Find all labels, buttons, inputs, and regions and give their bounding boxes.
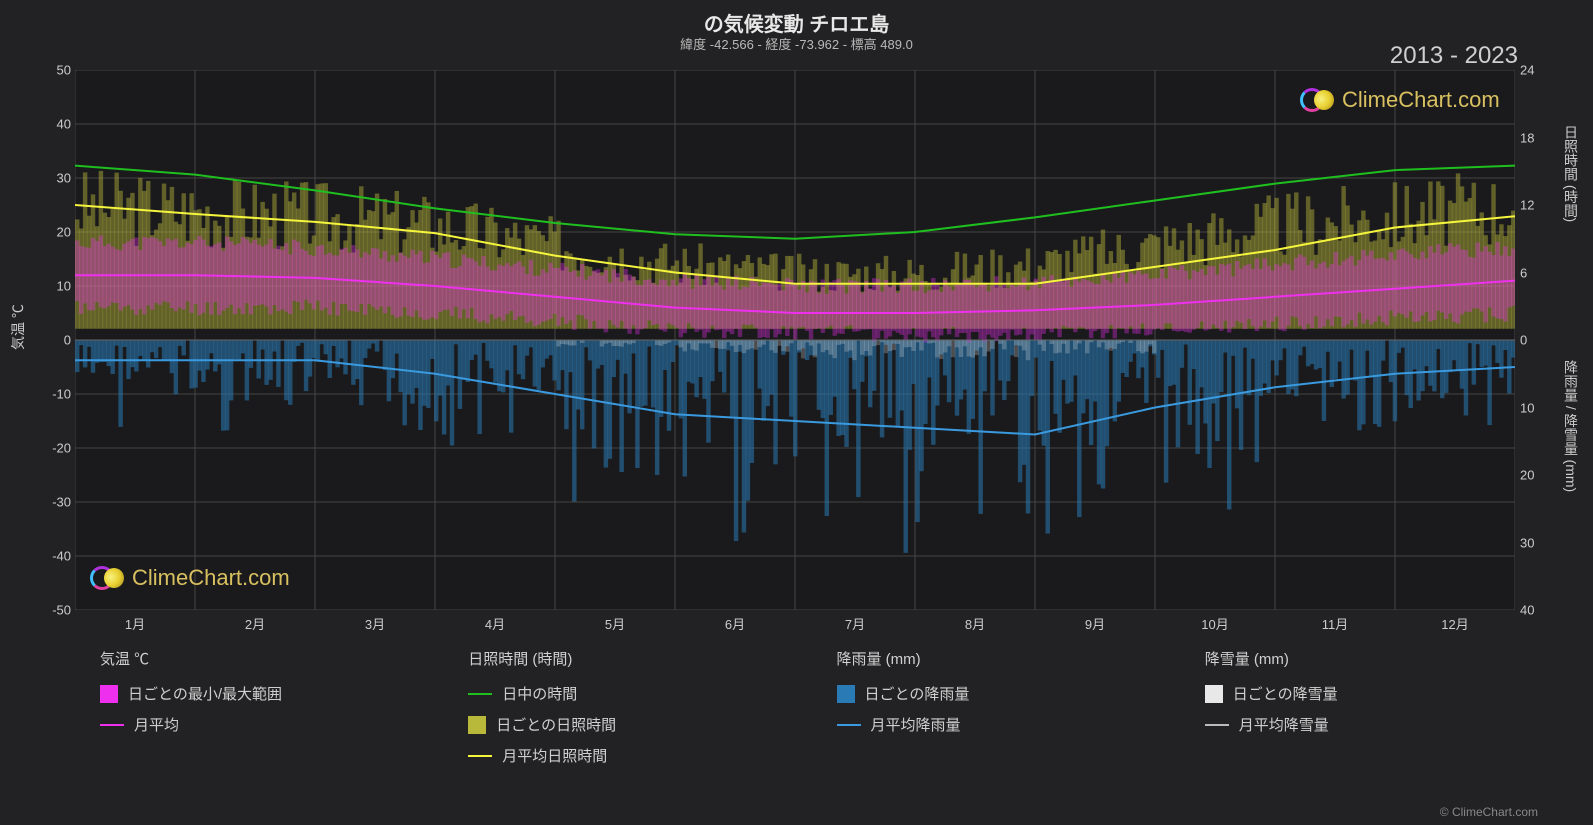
axis-tick: 11月 <box>1322 614 1349 633</box>
legend-item: 日ごとの日照時間 <box>468 714 796 735</box>
legend-label: 日中の時間 <box>502 683 577 704</box>
axis-tick: 7月 <box>845 614 865 633</box>
legend-label: 月平均降雨量 <box>871 714 961 735</box>
y-axis-precip-label: 降雨量 / 降雪量 (mm) <box>1561 360 1581 492</box>
axis-tick: 8月 <box>965 614 985 633</box>
legend-item: 月平均降雪量 <box>1205 714 1533 735</box>
copyright: © ClimeChart.com <box>1440 805 1538 819</box>
axis-tick: 18 <box>1520 130 1534 145</box>
axis-tick: 9月 <box>1085 614 1105 633</box>
axis-tick: 40 <box>1520 603 1534 618</box>
logo-top: ClimeChart.com <box>1300 82 1500 118</box>
y-axis-daylight-label: 日照時間 (時間) <box>1561 125 1581 222</box>
legend-group: 降雨量 (mm) 日ごとの降雨量月平均降雨量 <box>837 648 1165 766</box>
axis-tick: -50 <box>52 603 71 618</box>
legend-label: 日ごとの降雪量 <box>1233 683 1338 704</box>
climate-chart: の気候変動 チロエ島 緯度 -42.566 - 経度 -73.962 - 標高 … <box>0 0 1593 825</box>
axis-tick: 4月 <box>485 614 505 633</box>
logo-bottom: ClimeChart.com <box>90 560 290 596</box>
axis-tick: 10 <box>1520 400 1534 415</box>
axis-tick: 0 <box>64 333 71 348</box>
legend-group: 気温 ℃ 日ごとの最小/最大範囲月平均 <box>100 648 428 766</box>
legend-label: 日ごとの最小/最大範囲 <box>128 683 282 704</box>
logo-icon <box>1300 82 1336 118</box>
legend-label: 日ごとの日照時間 <box>496 714 616 735</box>
legend-swatch <box>1205 685 1223 703</box>
legend: 気温 ℃ 日ごとの最小/最大範囲月平均 日照時間 (時間) 日中の時間日ごとの日照時間… <box>100 648 1533 766</box>
legend-item: 月平均降雨量 <box>837 714 1165 735</box>
axis-tick: 6月 <box>725 614 745 633</box>
legend-group: 日照時間 (時間) 日中の時間日ごとの日照時間月平均日照時間 <box>468 648 796 766</box>
axis-tick: -40 <box>52 549 71 564</box>
axis-tick: 40 <box>57 117 71 132</box>
legend-item: 日ごとの降雨量 <box>837 683 1165 704</box>
axis-tick: 12 <box>1520 198 1534 213</box>
legend-line <box>468 693 492 695</box>
legend-label: 月平均 <box>134 714 179 735</box>
axis-tick: 30 <box>1520 535 1534 550</box>
logo-icon <box>90 560 126 596</box>
legend-swatch <box>100 685 118 703</box>
legend-line <box>837 724 861 726</box>
legend-item: 月平均 <box>100 714 428 735</box>
chart-subtitle: 緯度 -42.566 - 経度 -73.962 - 標高 489.0 <box>680 34 913 53</box>
axis-tick: 2月 <box>245 614 265 633</box>
axis-tick: 6 <box>1520 265 1527 280</box>
legend-label: 日ごとの降雨量 <box>865 683 970 704</box>
axis-tick: 24 <box>1520 63 1534 78</box>
legend-title: 日照時間 (時間) <box>468 648 796 669</box>
legend-title: 降雨量 (mm) <box>837 648 1165 669</box>
legend-title: 気温 ℃ <box>100 648 428 669</box>
plot-area <box>75 70 1515 610</box>
legend-line <box>468 755 492 757</box>
axis-tick: 1月 <box>125 614 145 633</box>
axis-tick: -30 <box>52 495 71 510</box>
axis-tick: 3月 <box>365 614 385 633</box>
legend-group: 降雪量 (mm) 日ごとの降雪量月平均降雪量 <box>1205 648 1533 766</box>
legend-swatch <box>468 716 486 734</box>
axis-tick: 12月 <box>1441 614 1468 633</box>
axis-tick: 5月 <box>605 614 625 633</box>
legend-item: 日中の時間 <box>468 683 796 704</box>
legend-title: 降雪量 (mm) <box>1205 648 1533 669</box>
legend-label: 月平均日照時間 <box>502 745 607 766</box>
chart-title: の気候変動 チロエ島 <box>704 8 890 37</box>
axis-tick: 0 <box>1520 333 1527 348</box>
legend-label: 月平均降雪量 <box>1239 714 1329 735</box>
axis-tick: 20 <box>57 225 71 240</box>
axis-tick: 20 <box>1520 468 1534 483</box>
axis-tick: 30 <box>57 171 71 186</box>
legend-item: 月平均日照時間 <box>468 745 796 766</box>
year-range: 2013 - 2023 <box>1390 42 1518 70</box>
legend-line <box>1205 724 1229 726</box>
legend-swatch <box>837 685 855 703</box>
legend-line <box>100 724 124 726</box>
axis-tick: -20 <box>52 441 71 456</box>
legend-item: 日ごとの最小/最大範囲 <box>100 683 428 704</box>
logo-text: ClimeChart.com <box>132 565 290 591</box>
axis-tick: 10月 <box>1201 614 1228 633</box>
logo-text: ClimeChart.com <box>1342 87 1500 113</box>
legend-item: 日ごとの降雪量 <box>1205 683 1533 704</box>
plot-svg <box>75 70 1515 610</box>
axis-tick: 50 <box>57 63 71 78</box>
axis-tick: 10 <box>57 279 71 294</box>
y-axis-temp-label: 気温 ℃ <box>8 304 28 350</box>
axis-tick: -10 <box>52 387 71 402</box>
